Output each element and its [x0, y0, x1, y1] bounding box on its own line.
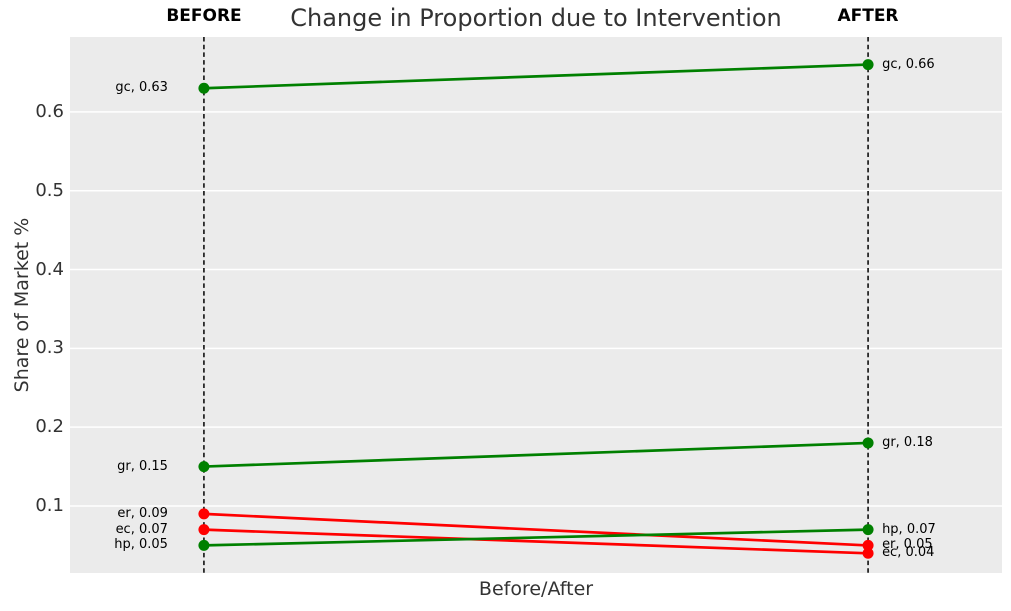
y-tick-label-0.3: 0.3 [35, 337, 64, 359]
series-er-point-before [198, 508, 210, 520]
annotation-er-after: er, 0.05 [882, 537, 933, 553]
series-hp-line [203, 528, 869, 547]
series-gc-line [203, 63, 869, 90]
annotation-hp-before: hp, 0.05 [114, 537, 168, 553]
annotation-gc-after: gc, 0.66 [882, 56, 935, 72]
annotation-gr-before: gr, 0.15 [117, 458, 168, 474]
plot-canvas [70, 37, 1002, 573]
before-column-header: BEFORE [166, 6, 242, 26]
series-gc-point-after [862, 59, 874, 71]
series-gr-point-before [198, 461, 210, 473]
plot-area [70, 37, 1002, 573]
series-gr-point-after [862, 437, 874, 449]
chart-title: Change in Proportion due to Intervention [290, 4, 782, 32]
annotation-ec-after: ec, 0.04 [882, 545, 935, 561]
y-tick-label-0.5: 0.5 [35, 179, 64, 201]
annotation-ec-before: ec, 0.07 [115, 521, 168, 537]
series-ec-point-after [862, 547, 874, 559]
series-er-point-after [862, 539, 874, 551]
series-ec-point-before [198, 524, 210, 536]
y-tick-label-0.2: 0.2 [35, 416, 64, 438]
y-axis-label: Share of Market % [11, 217, 33, 393]
annotation-gr-after: gr, 0.18 [882, 434, 933, 450]
series-gr-line [203, 441, 869, 468]
annotation-er-before: er, 0.09 [117, 505, 168, 521]
annotation-hp-after: hp, 0.07 [882, 521, 936, 537]
series-hp-point-after [862, 524, 874, 536]
series-er-line [203, 512, 869, 547]
series-ec-line [203, 528, 869, 555]
after-column-header: AFTER [837, 6, 899, 26]
series-hp-point-before [198, 539, 210, 551]
y-tick-label-0.4: 0.4 [35, 258, 64, 280]
y-tick-label-0.1: 0.1 [35, 495, 64, 516]
y-tick-label-0.6: 0.6 [35, 100, 64, 122]
x-axis-label: Before/After [478, 578, 594, 600]
annotation-gc-before: gc, 0.63 [115, 80, 168, 96]
series-gc-point-before [198, 82, 210, 94]
